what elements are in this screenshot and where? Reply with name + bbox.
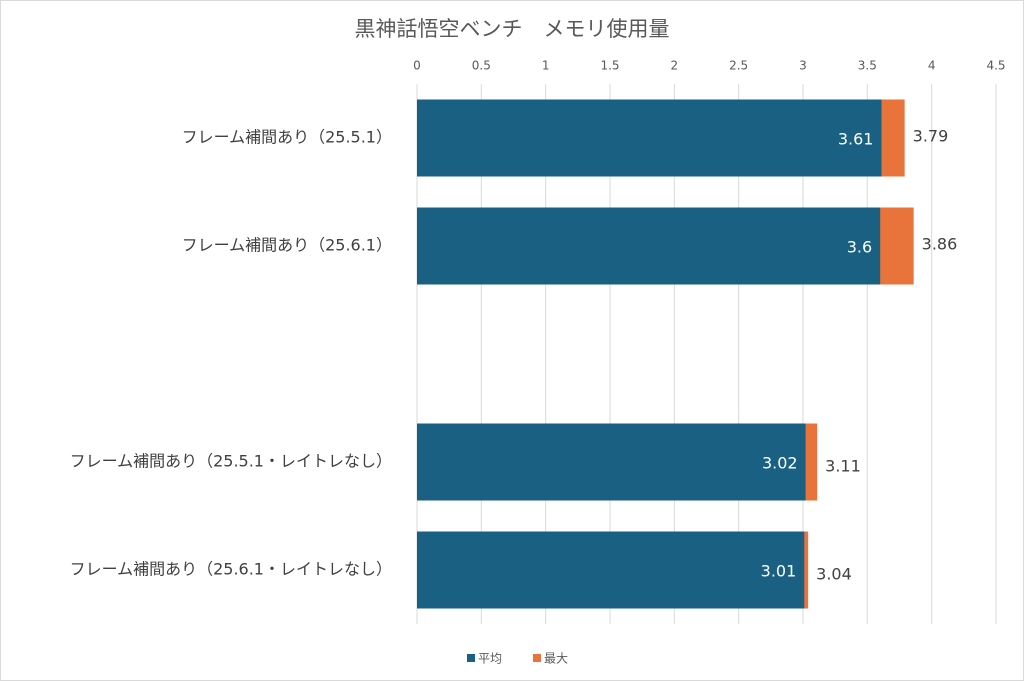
bar — [417, 531, 805, 609]
x-tick-label: 1.5 — [600, 59, 619, 73]
x-tick-label: 0.5 — [472, 59, 491, 73]
data-label: 3.04 — [816, 565, 852, 584]
bar — [417, 99, 882, 177]
x-tick-label: 4 — [928, 59, 936, 73]
data-label: 3.02 — [762, 454, 798, 473]
chart-title: 黒神話悟空ベンチ メモリ使用量 — [355, 17, 670, 41]
y-tick-label: フレーム補間あり（25.5.1・レイトレなし） — [70, 452, 392, 471]
data-label: 3.86 — [922, 235, 958, 254]
x-tick-label: 1 — [542, 59, 550, 73]
bar — [417, 423, 806, 501]
legend-swatch — [533, 654, 541, 662]
y-tick-label: フレーム補間あり（25.6.1） — [182, 236, 392, 255]
legend-swatch — [467, 654, 475, 662]
data-label: 3.6 — [847, 238, 872, 257]
legend-label: 最大 — [544, 652, 568, 666]
x-tick-label: 3 — [799, 59, 807, 73]
data-label: 3.01 — [761, 562, 797, 581]
legend-label: 平均 — [478, 652, 502, 666]
y-tick-label: フレーム補間あり（25.5.1） — [182, 128, 392, 147]
data-label: 3.61 — [838, 130, 874, 149]
x-tick-label: 4.5 — [986, 59, 1005, 73]
x-tick-label: 2 — [671, 59, 679, 73]
x-tick-label: 0 — [413, 59, 421, 73]
data-label: 3.11 — [825, 457, 861, 476]
x-tick-label: 3.5 — [858, 59, 877, 73]
x-tick-label: 2.5 — [729, 59, 748, 73]
data-label: 3.79 — [913, 127, 949, 146]
bar — [417, 207, 881, 285]
y-tick-label: フレーム補間あり（25.6.1・レイトレなし） — [70, 560, 392, 579]
